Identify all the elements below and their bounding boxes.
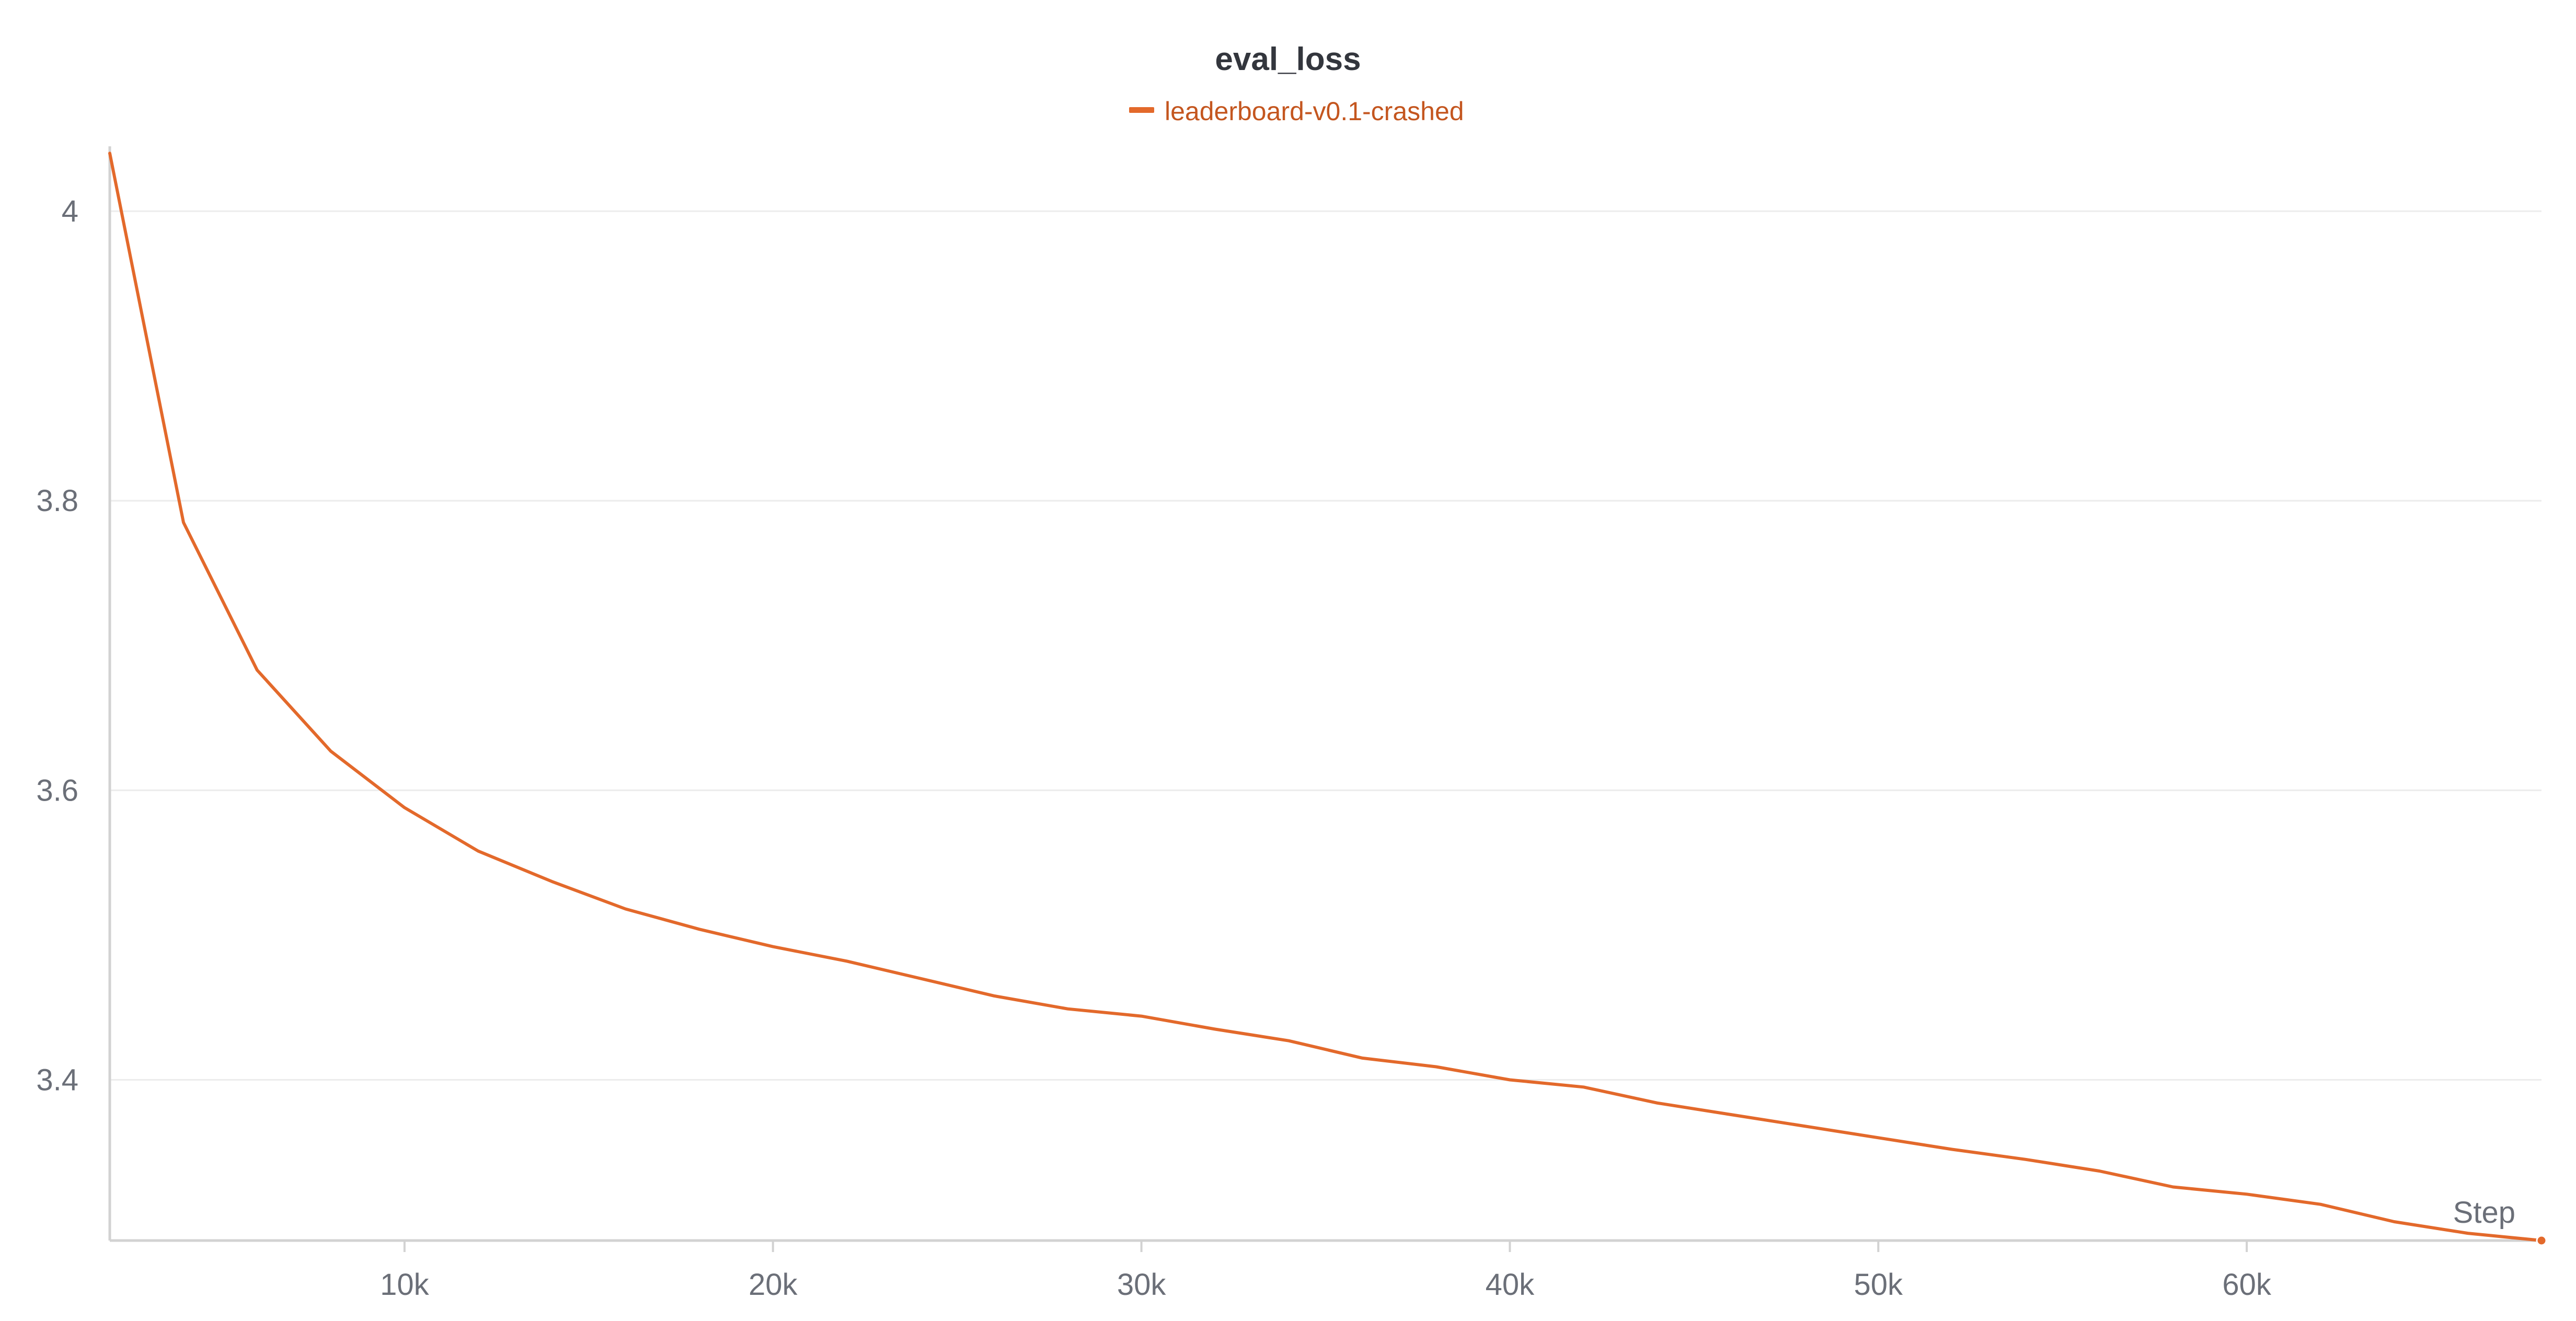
tick-labels: 3.4 3.6 3.8 4 10k 20k 30k 40k 50k 60k [36, 194, 2272, 1302]
legend-label: leaderboard-v0.1-crashed [1165, 97, 1464, 126]
series-lines [108, 152, 2543, 1242]
x-tick-label: 30k [1117, 1268, 1167, 1302]
y-tick-label: 3.8 [36, 484, 78, 518]
legend-swatch [1129, 107, 1154, 113]
x-tick-label: 50k [1854, 1268, 1904, 1302]
y-tick-label: 4 [62, 194, 78, 228]
y-tick-label: 3.4 [36, 1063, 78, 1097]
x-tick-label: 40k [1486, 1268, 1535, 1302]
y-tick-label: 3.6 [36, 773, 78, 807]
series-line[interactable] [108, 152, 2543, 1242]
x-tick-label: 10k [380, 1268, 430, 1302]
series-end-point[interactable] [2536, 1235, 2547, 1246]
chart-title: eval_loss [1215, 41, 1361, 77]
x-tick-label: 20k [749, 1268, 798, 1302]
x-tick-label: 60k [2222, 1268, 2272, 1302]
grid-lines [110, 210, 2542, 1081]
axes [108, 146, 2542, 1252]
series-points[interactable] [2536, 1235, 2547, 1246]
x-axis-label: Step [2453, 1196, 2515, 1230]
legend[interactable]: leaderboard-v0.1-crashed [1129, 97, 1464, 126]
